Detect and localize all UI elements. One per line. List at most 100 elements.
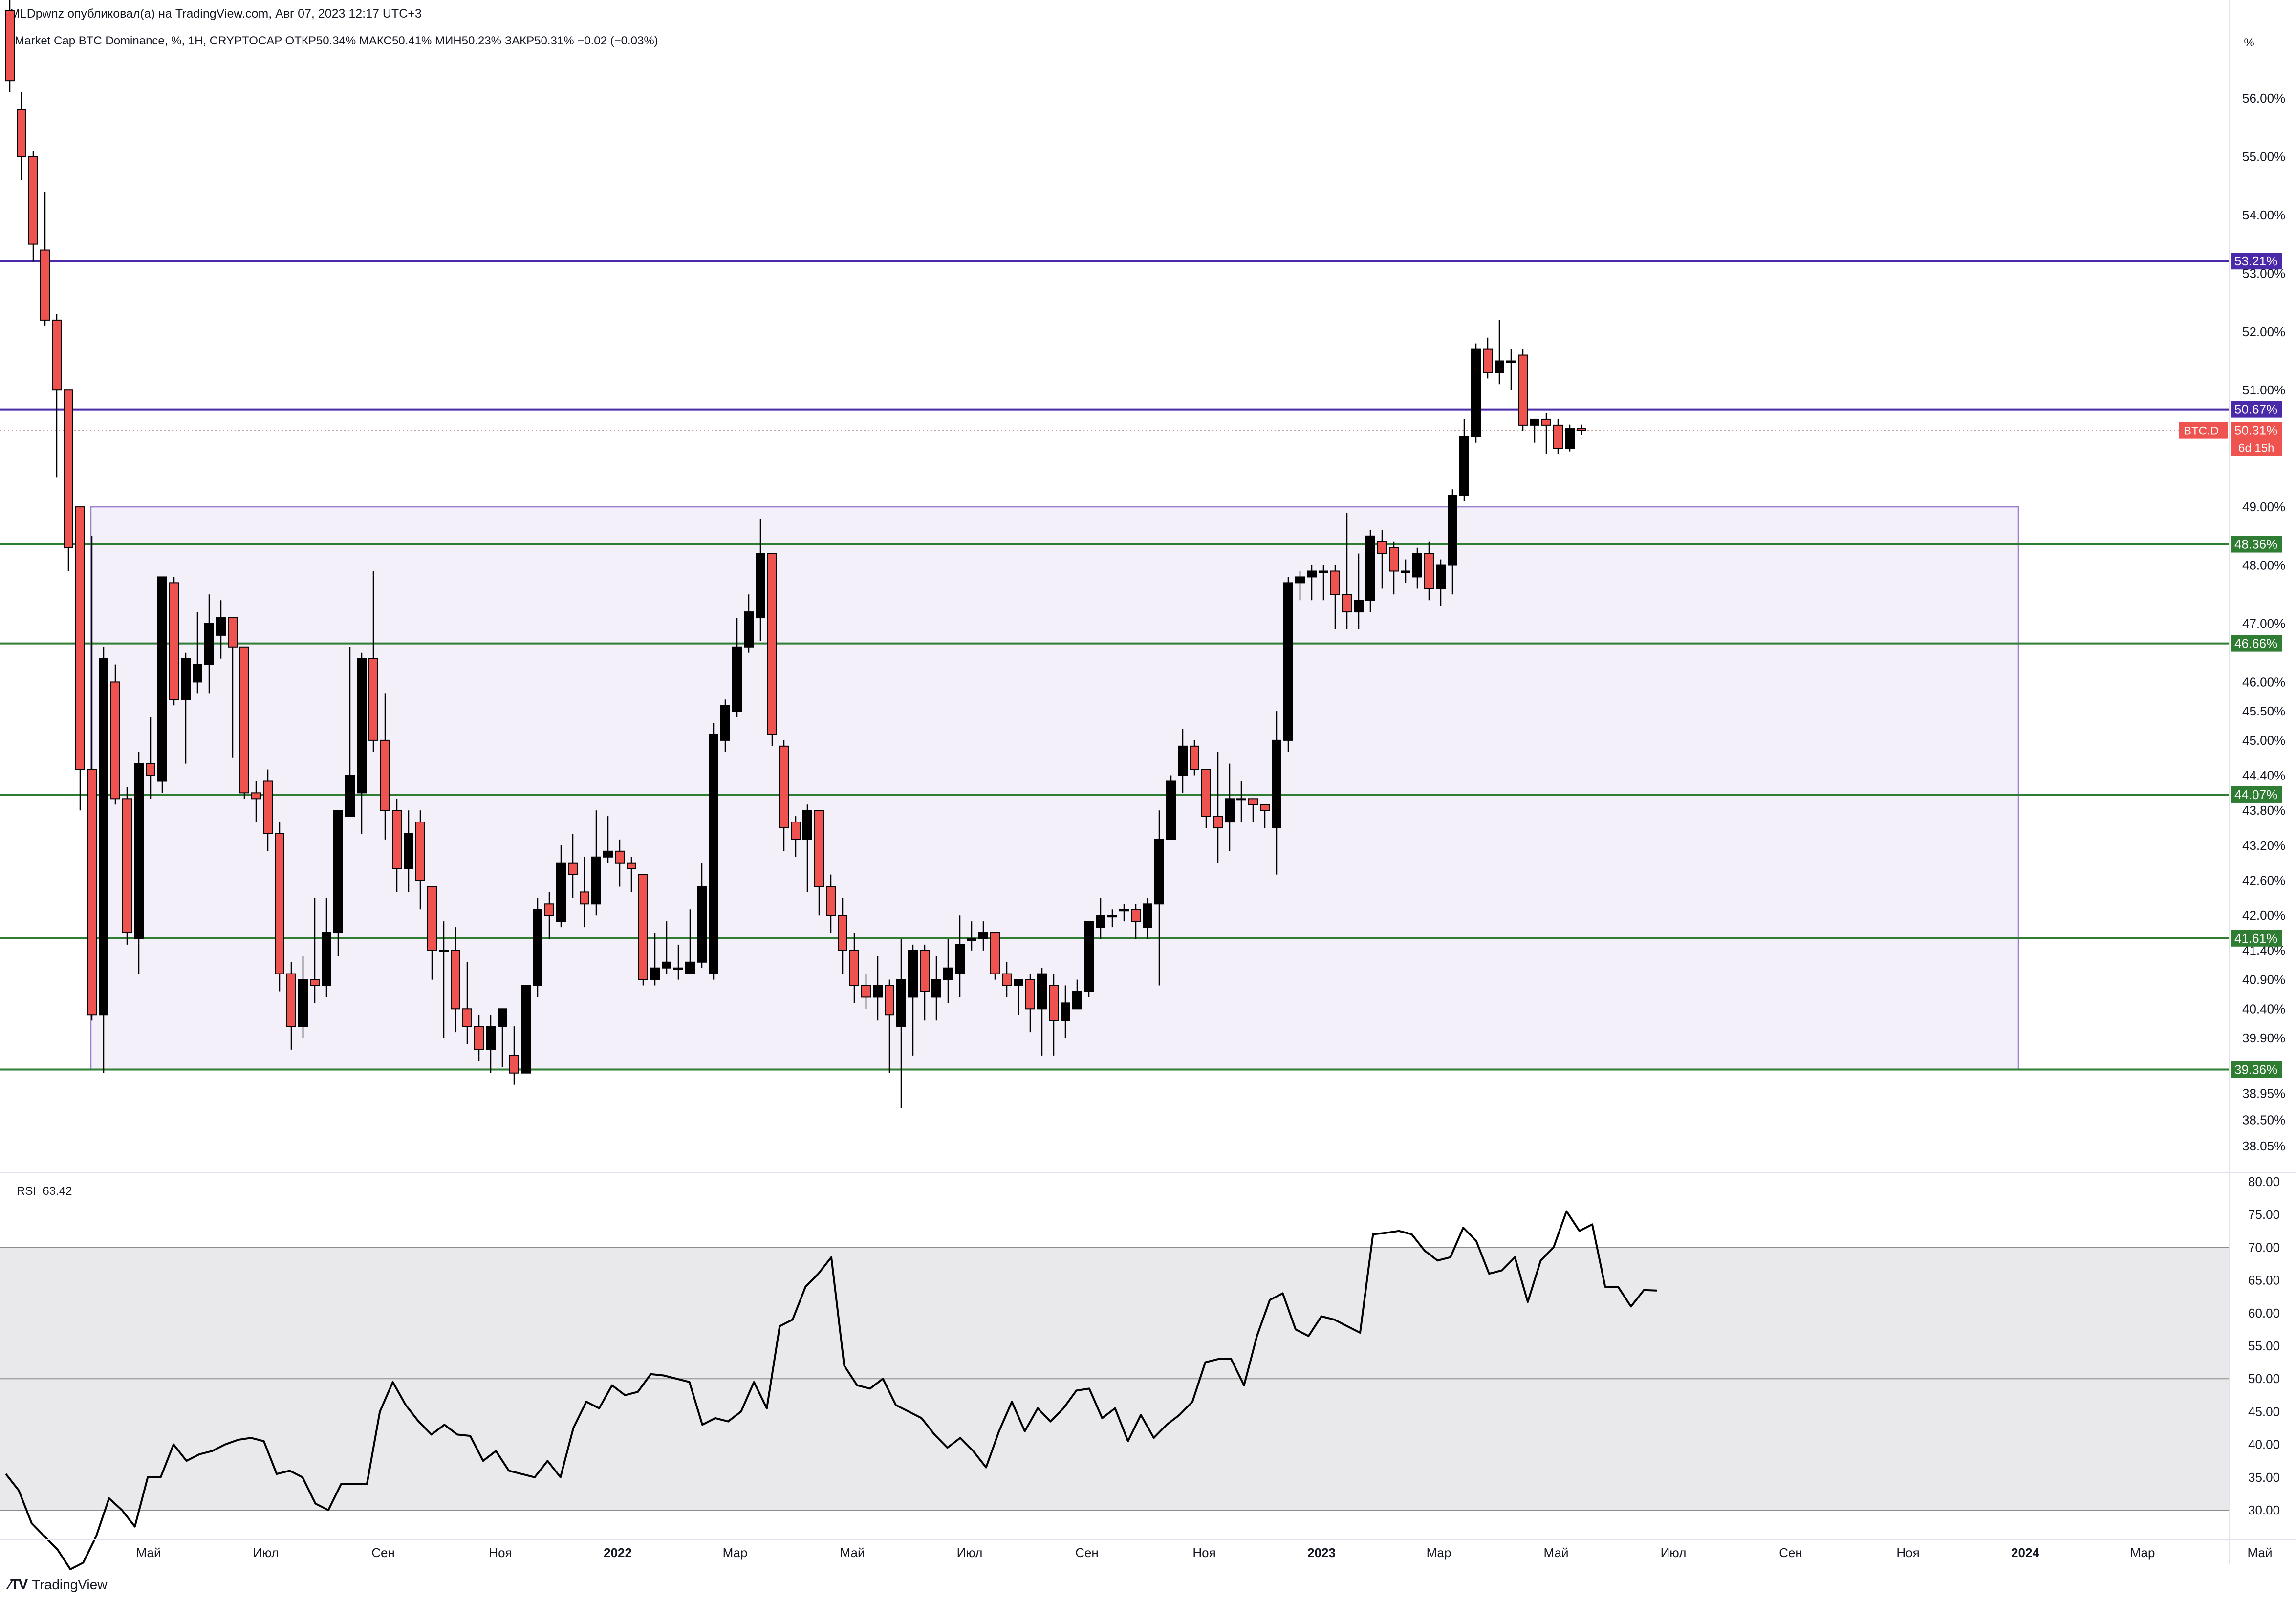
candle-body <box>1272 739 1281 829</box>
candle <box>1190 740 1199 776</box>
candle <box>28 151 38 262</box>
candle <box>885 979 894 1073</box>
candle-body <box>427 886 437 951</box>
rsi-tick-label: 50.00 <box>2248 1371 2280 1386</box>
candle-body <box>650 967 660 980</box>
time-tick-label: Мар <box>723 1545 748 1560</box>
level-badge <box>2231 786 2282 803</box>
candle <box>509 1026 519 1085</box>
candle-body <box>533 909 542 986</box>
rsi-tick-label: 35.00 <box>2248 1470 2280 1485</box>
candle <box>697 863 707 968</box>
candle-body <box>404 833 413 869</box>
price-tick-label: 44.40% <box>2242 768 2285 783</box>
candle <box>439 921 449 1038</box>
candle-body <box>744 611 754 648</box>
candle <box>1049 974 1059 1056</box>
candle-body <box>1201 769 1211 817</box>
candle-body <box>1412 553 1422 578</box>
candle-body <box>1061 1002 1070 1021</box>
time-tick-label: Ноя <box>489 1545 512 1560</box>
time-tick-label: Сен <box>1075 1545 1099 1560</box>
candle-body <box>310 979 320 986</box>
candle-body <box>662 961 671 969</box>
candle-body <box>1295 576 1305 584</box>
candle <box>650 933 660 986</box>
candle-body <box>673 967 683 970</box>
level-badge-label: 46.66% <box>2234 636 2277 651</box>
symbol-legend: Market Cap BTC Dominance, %, 1Н, CRYPTOC… <box>15 34 658 47</box>
candle <box>110 664 120 805</box>
candle-body <box>169 582 179 700</box>
candle-body <box>1448 495 1457 566</box>
candle <box>1248 798 1258 822</box>
candle-body <box>1401 570 1410 573</box>
candle <box>1072 979 1082 1010</box>
price-tick-label: 38.95% <box>2242 1086 2285 1101</box>
candle-body <box>885 985 894 1016</box>
candle-body <box>931 979 941 998</box>
candle-body <box>1166 780 1176 840</box>
candle <box>1096 898 1105 939</box>
tradingview-logo[interactable]: ⁄TV TradingView <box>9 1577 107 1593</box>
time-tick-label: 2023 <box>1307 1545 1336 1560</box>
scale-mode-button[interactable]: % <box>2244 36 2254 49</box>
candle-body <box>826 886 836 916</box>
time-tick-label: Июл <box>253 1545 279 1560</box>
rsi-tick-label: 40.00 <box>2248 1437 2280 1452</box>
candle <box>580 857 589 928</box>
candle <box>1401 559 1410 583</box>
candle-body <box>1342 594 1352 613</box>
price-tick-label: 49.00% <box>2242 499 2285 514</box>
candle <box>1565 424 1575 452</box>
candle-body <box>5 10 15 82</box>
candle <box>896 938 906 1108</box>
candle <box>322 898 331 997</box>
candle-body <box>1365 535 1375 601</box>
rsi-tick-label: 80.00 <box>2248 1174 2280 1189</box>
candle-body <box>415 822 425 881</box>
level-badge-label: 53.21% <box>2234 254 2277 268</box>
price-tick-label: 56.00% <box>2242 91 2285 106</box>
candle <box>286 962 296 1050</box>
candle-body <box>486 1026 496 1050</box>
candle <box>5 0 15 93</box>
time-tick-label: 2024 <box>2011 1545 2039 1560</box>
candle <box>967 921 976 951</box>
candle-body <box>1236 798 1246 801</box>
candle-body <box>615 850 625 864</box>
candle <box>275 822 284 992</box>
rsi-tick-label: 75.00 <box>2248 1207 2280 1222</box>
candle-body <box>861 985 871 998</box>
level-badge-label: 48.36% <box>2234 537 2277 552</box>
candle <box>603 816 613 863</box>
candle-body <box>849 950 859 986</box>
candle-body <box>380 739 390 811</box>
candle-body <box>322 932 331 986</box>
candle-body <box>1014 979 1023 986</box>
candle <box>1154 810 1164 986</box>
candle-body <box>1213 816 1223 829</box>
candle <box>978 921 988 951</box>
candle <box>814 810 824 916</box>
candle <box>134 752 144 974</box>
time-tick-label: Июл <box>1661 1545 1687 1560</box>
price-tick-label: 45.00% <box>2242 733 2285 748</box>
candle-body <box>28 156 38 245</box>
candle-body <box>1530 418 1539 426</box>
candle-body <box>1577 428 1586 431</box>
candle-body <box>345 775 355 817</box>
candle <box>791 816 801 857</box>
time-tick-label: Июл <box>957 1545 983 1560</box>
candle <box>955 915 965 997</box>
candle <box>1084 921 1094 997</box>
candle <box>427 886 437 980</box>
rsi-value: 63.42 <box>43 1185 72 1198</box>
rsi-bands <box>0 1247 2230 1511</box>
candle <box>533 898 542 997</box>
time-tick-label: 2022 <box>604 1545 632 1560</box>
symbol-badge <box>2179 422 2228 439</box>
candle-body <box>498 1008 507 1027</box>
candle <box>779 740 789 851</box>
